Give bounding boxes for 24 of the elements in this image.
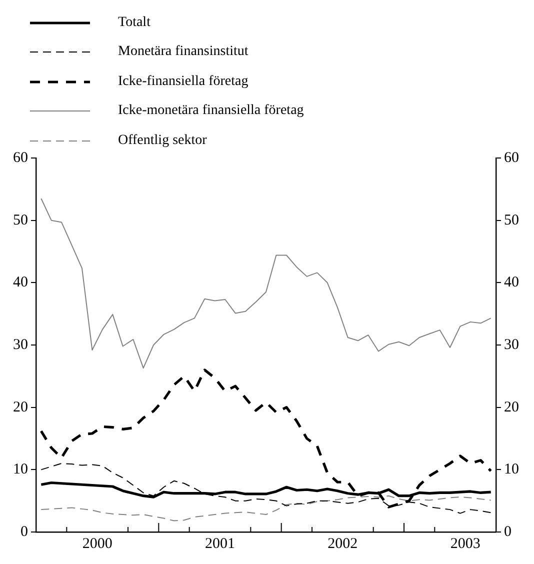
y2-tick-label: 40 — [504, 274, 519, 291]
legend-label: Offentlig sektor — [118, 132, 207, 149]
y-tick-label: 40 — [13, 274, 28, 291]
y2-tick-label: 30 — [504, 336, 519, 353]
x-tick-label: 2003 — [450, 536, 480, 552]
y-tick-label: 30 — [13, 336, 28, 353]
line-series — [40, 495, 492, 522]
y-tick-label: 10 — [13, 462, 28, 478]
legend-label: Icke-finansiella företag — [118, 74, 248, 90]
y2-tick-label: 20 — [504, 399, 519, 416]
legend-label: Icke-monetära finansiella företag — [118, 103, 304, 120]
y-tick-label: 50 — [13, 212, 28, 228]
legend-label: Monetära finansinstitut — [118, 44, 248, 60]
y-tick-label: 60 — [13, 150, 28, 166]
y2-tick-label: 60 — [504, 150, 519, 166]
x-tick-label: 2000 — [82, 536, 112, 552]
x-tick-label: 2001 — [205, 536, 235, 552]
legend-label: Totalt — [118, 14, 150, 31]
x-tick-label: 2002 — [328, 536, 358, 552]
y2-tick-label: 10 — [504, 462, 519, 478]
y-tick-label: 20 — [13, 399, 28, 416]
y-tick-label: 0 — [20, 524, 28, 540]
y2-tick-label: 50 — [504, 212, 519, 228]
y2-tick-label: 0 — [504, 524, 512, 540]
